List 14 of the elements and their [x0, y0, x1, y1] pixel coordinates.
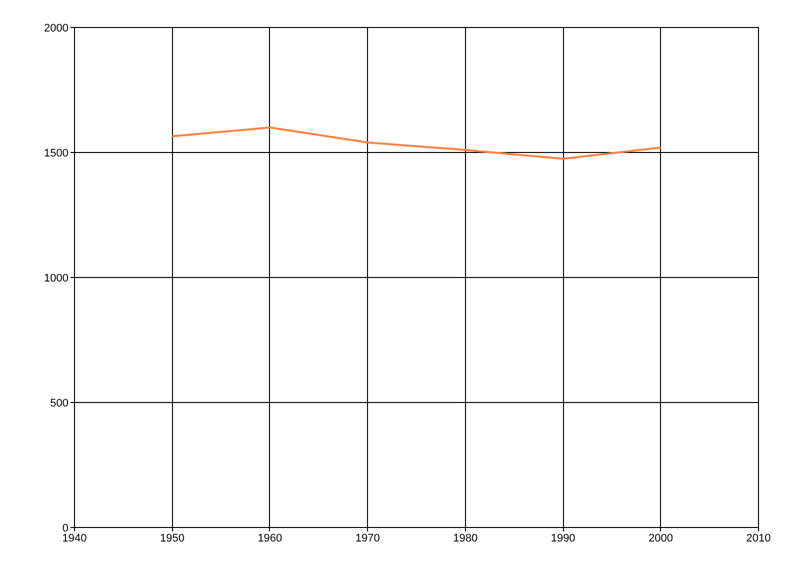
y-tick-label: 1500	[44, 148, 69, 160]
y-tick-label: 1000	[44, 272, 69, 284]
y-tick-label: 500	[50, 398, 69, 410]
y-tick-label: 2000	[44, 22, 69, 34]
x-tick-label: 2010	[746, 532, 771, 544]
y-tick-label: 0	[62, 522, 69, 534]
x-tick-label: 1940	[62, 532, 87, 544]
line-series	[171, 126, 662, 160]
x-tick-label: 1950	[160, 532, 184, 544]
x-tick-label: 1970	[355, 532, 380, 544]
x-tick-label: 1960	[258, 532, 282, 544]
x-tick-label: 2000	[648, 532, 674, 544]
x-tick-label: 1980	[453, 532, 478, 544]
x-tick-label: 1990	[550, 532, 576, 544]
